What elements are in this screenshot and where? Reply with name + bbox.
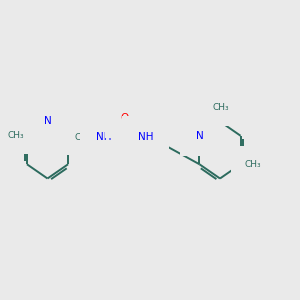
Text: N: N <box>44 116 51 127</box>
Text: CH₃: CH₃ <box>245 160 261 169</box>
Text: N: N <box>196 131 203 141</box>
Text: CH₃: CH₃ <box>213 103 230 112</box>
Text: NH: NH <box>96 132 111 142</box>
Text: CH₂: CH₂ <box>75 133 92 142</box>
Text: CH₃: CH₃ <box>8 131 24 140</box>
Text: NH: NH <box>138 132 153 142</box>
Text: O: O <box>121 113 129 123</box>
